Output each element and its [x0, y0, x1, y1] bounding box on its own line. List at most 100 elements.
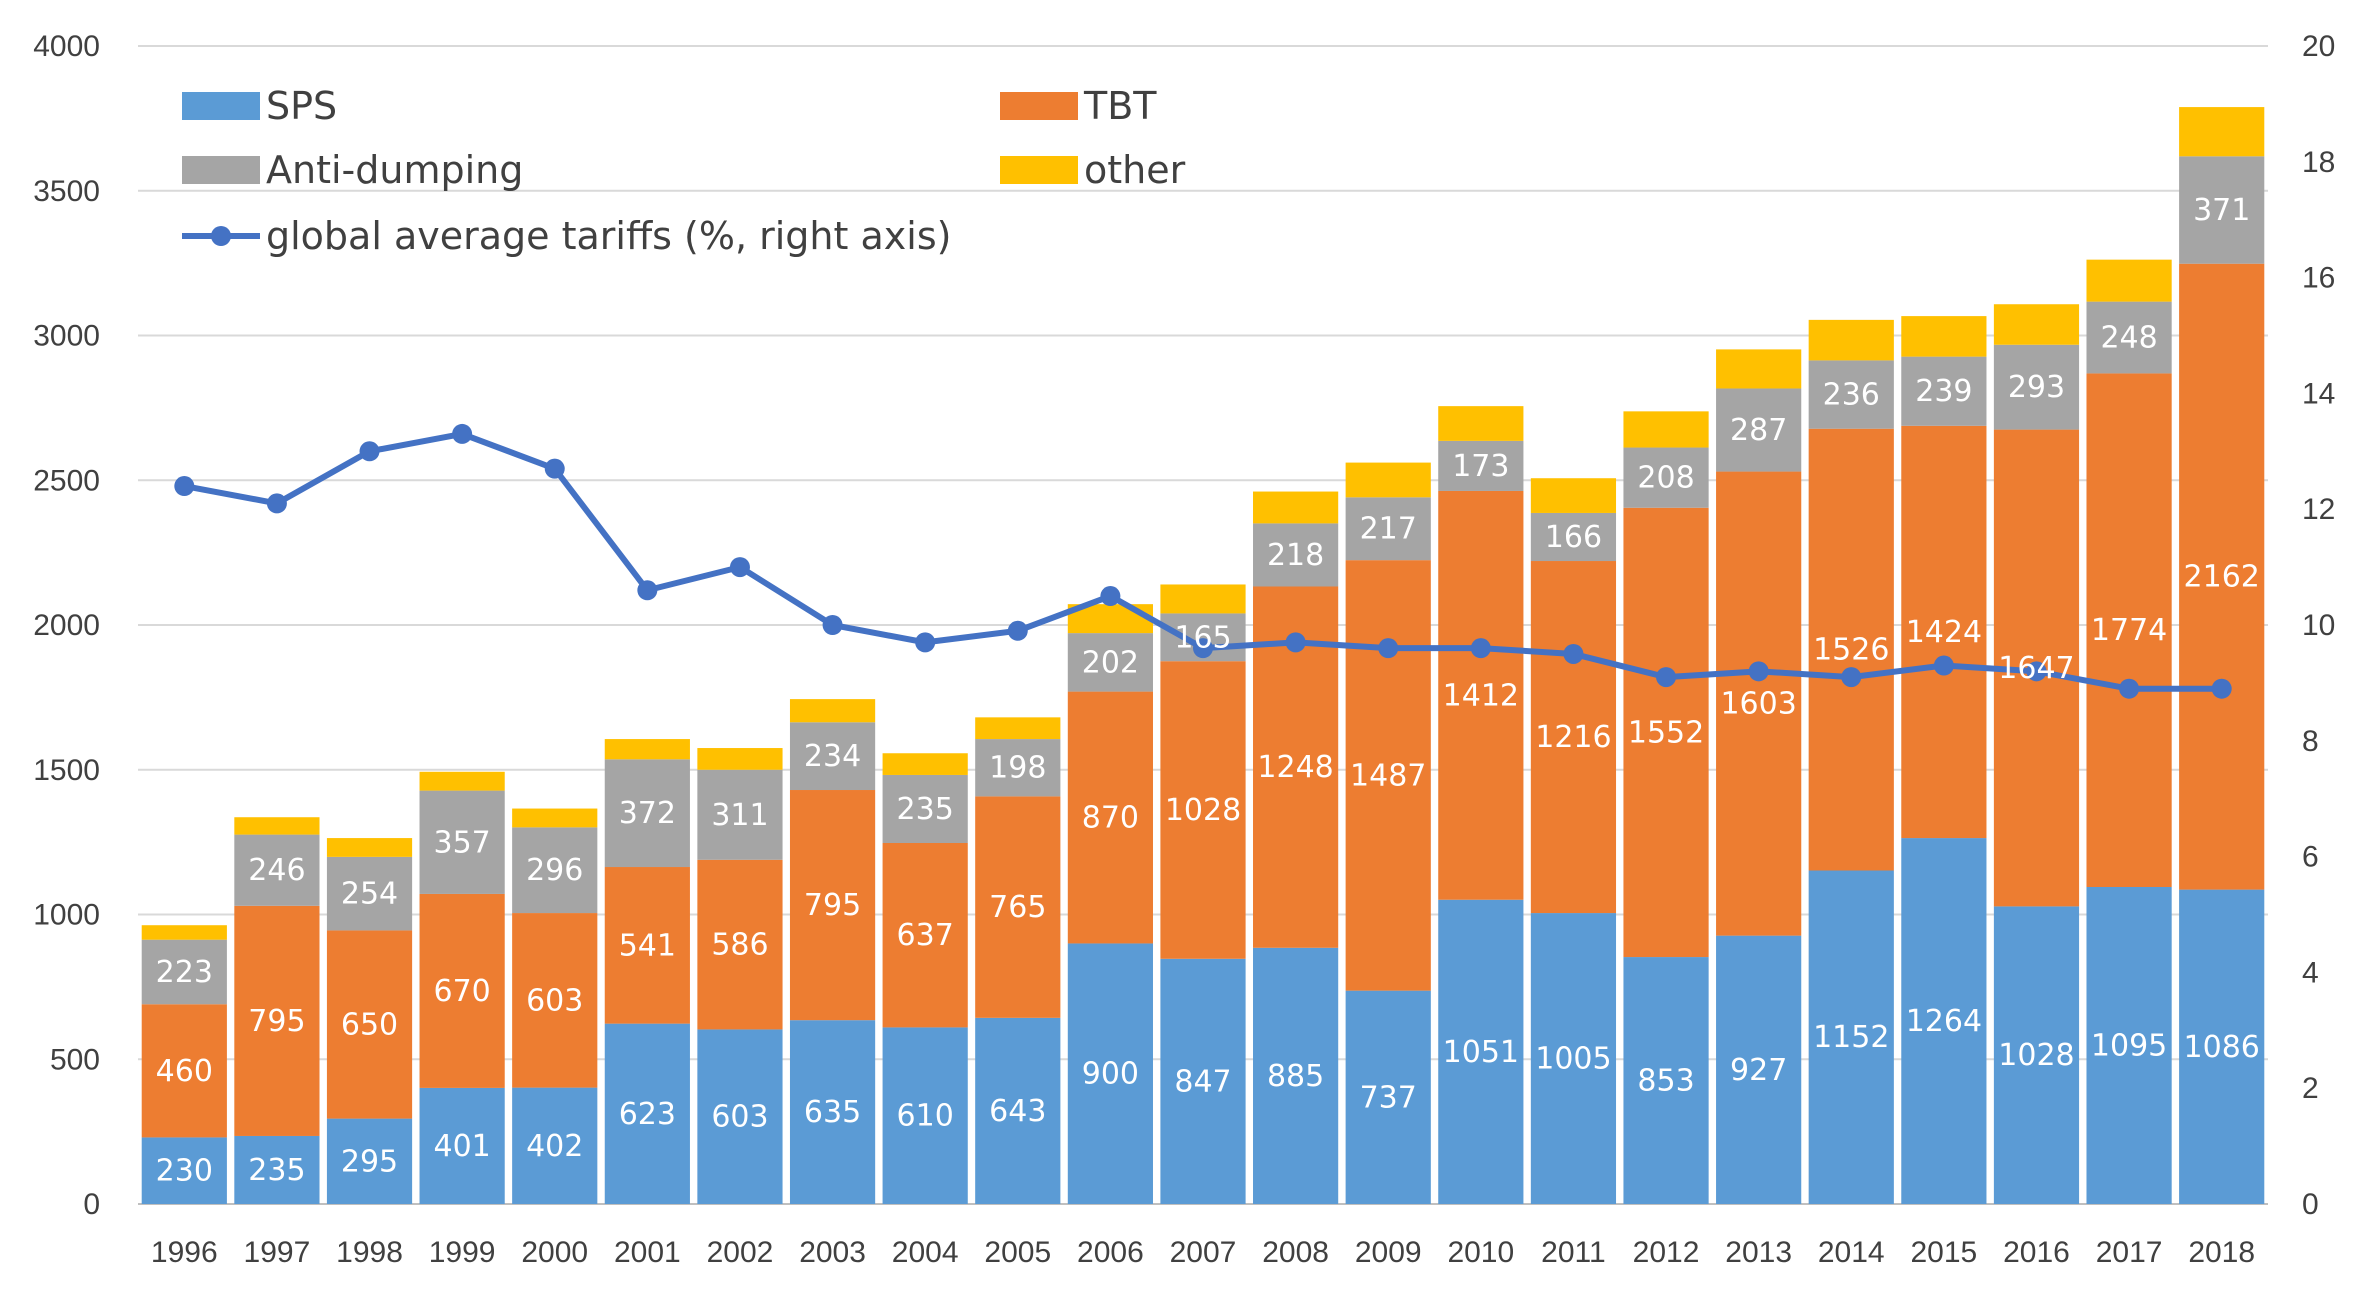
data-label-tbt: 765 — [989, 890, 1046, 925]
x-tick-label: 1999 — [429, 1236, 496, 1269]
data-label-sps: 1095 — [2091, 1028, 2167, 1063]
tariff-point — [2119, 678, 2140, 699]
y-tick-label-left: 1500 — [33, 754, 100, 787]
x-tick-label: 2013 — [1725, 1236, 1792, 1269]
data-label-sps: 230 — [156, 1154, 213, 1189]
bar-segment-other — [2086, 259, 2172, 302]
bar-segment-sps — [1808, 870, 1894, 1204]
data-label-sps: 853 — [1637, 1064, 1694, 1099]
data-label-sps: 1264 — [1906, 1004, 1982, 1039]
bar-segment-tbt — [1623, 507, 1709, 958]
bar-segment-other — [789, 699, 876, 723]
bar-segment-anti-dumping — [1438, 440, 1524, 491]
bar-segment-sps — [789, 1020, 876, 1204]
bar-segment-other — [1623, 411, 1709, 448]
bar-segment-other — [697, 748, 783, 770]
data-label-tbt: 460 — [156, 1054, 213, 1089]
data-label-tbt: 1603 — [1720, 687, 1796, 722]
bar-segment-anti-dumping — [419, 790, 505, 894]
x-tick-label: 2014 — [1818, 1236, 1885, 1269]
x-tick-label: 2016 — [2003, 1236, 2070, 1269]
x-tick-label: 2001 — [614, 1236, 681, 1269]
bar-segment-tbt — [512, 913, 598, 1088]
data-label-tbt: 1526 — [1813, 633, 1889, 668]
tariff-point — [1656, 667, 1677, 688]
tariff-point — [1100, 586, 1121, 607]
tariff-point — [1470, 638, 1491, 659]
data-label-sps: 635 — [804, 1095, 861, 1130]
data-label-anti-dumping: 239 — [1915, 374, 1972, 409]
bar-segment-other — [1808, 319, 1894, 361]
data-label-sps: 401 — [433, 1129, 490, 1164]
data-label-anti-dumping: 166 — [1545, 520, 1602, 555]
bar-segment-anti-dumping — [141, 939, 227, 1005]
y-tick-label-right: 8 — [2302, 725, 2319, 758]
legend-label: TBT — [1083, 84, 1157, 128]
y-tick-label-right: 4 — [2302, 956, 2319, 989]
bar-segment-tbt — [882, 842, 968, 1028]
bar-segment-tbt — [1067, 691, 1153, 944]
bar-segment-other — [604, 739, 690, 760]
bar-segment-sps — [326, 1118, 413, 1204]
data-label-sps: 623 — [619, 1097, 676, 1132]
bar-segment-sps — [975, 1017, 1061, 1204]
bars — [141, 107, 2265, 1204]
data-label-tbt: 1248 — [1257, 750, 1333, 785]
bar-segment-other — [1438, 406, 1524, 441]
bar-segment-other — [975, 717, 1061, 740]
tariff-point — [266, 493, 287, 514]
data-label-anti-dumping: 235 — [897, 792, 954, 827]
data-label-tbt: 1774 — [2091, 613, 2167, 648]
bar-segment-other — [1253, 491, 1339, 524]
data-label-anti-dumping: 236 — [1823, 378, 1880, 413]
bar-segment-sps — [419, 1087, 505, 1204]
bar-segment-other — [1530, 478, 1617, 513]
bar-segment-other — [326, 838, 413, 857]
data-label-anti-dumping: 371 — [2193, 193, 2250, 228]
data-label-tbt: 650 — [341, 1008, 398, 1043]
data-label-tbt: 795 — [248, 1004, 305, 1039]
data-label-sps: 927 — [1730, 1053, 1787, 1088]
data-label-tbt: 1412 — [1443, 678, 1519, 713]
bar-segment-tbt — [419, 893, 505, 1088]
tariff-point — [1007, 620, 1028, 641]
data-label-anti-dumping: 287 — [1730, 413, 1787, 448]
bar-segment-tbt — [326, 930, 413, 1119]
bar-segment-anti-dumping — [1345, 497, 1431, 561]
x-tick-label: 2005 — [984, 1236, 1051, 1269]
data-label-tbt: 1647 — [1998, 651, 2074, 686]
data-label-anti-dumping: 234 — [804, 739, 861, 774]
data-label-sps: 402 — [526, 1129, 583, 1164]
bar-segment-sps — [604, 1023, 690, 1204]
y-tick-label-left: 0 — [83, 1188, 100, 1221]
bar-segment-anti-dumping — [2179, 156, 2265, 264]
y-tick-label-right: 0 — [2302, 1188, 2319, 1221]
data-label-tbt: 2162 — [2184, 560, 2260, 595]
bar-segment-sps — [1993, 906, 2080, 1204]
bar-segment-tbt — [2179, 263, 2265, 890]
x-tick-label: 2010 — [1447, 1236, 1514, 1269]
bar-segment-anti-dumping — [1901, 356, 1987, 426]
bar-segment-anti-dumping — [1530, 512, 1617, 562]
bar-segment-sps — [1530, 913, 1617, 1204]
bar-segment-sps — [234, 1135, 320, 1204]
bar-segment-anti-dumping — [1993, 344, 2080, 430]
data-label-sps: 1086 — [2184, 1030, 2260, 1065]
x-tick-label: 2017 — [2096, 1236, 2163, 1269]
bar-segment-anti-dumping — [1808, 360, 1894, 429]
data-label-sps: 1028 — [1998, 1038, 2074, 1073]
legend-swatch-sps — [182, 92, 260, 120]
legend-label: SPS — [266, 84, 337, 128]
data-labels: 230 460 223 235 795 246 295 650 254 401 670 357 402 6… — [156, 193, 2260, 1189]
bar-segment-sps — [1438, 899, 1524, 1204]
bar-segment-tbt — [1438, 490, 1524, 900]
data-label-tbt: 870 — [1082, 801, 1139, 836]
x-tick-label: 1998 — [336, 1236, 403, 1269]
data-label-sps: 1051 — [1443, 1035, 1519, 1070]
y-tick-label-right: 10 — [2302, 609, 2335, 642]
data-label-sps: 603 — [711, 1100, 768, 1135]
tariff-point — [452, 423, 473, 444]
bar-segment-sps — [2179, 889, 2265, 1204]
y-tick-label-left: 2500 — [33, 464, 100, 497]
data-label-tbt: 1487 — [1350, 758, 1426, 793]
